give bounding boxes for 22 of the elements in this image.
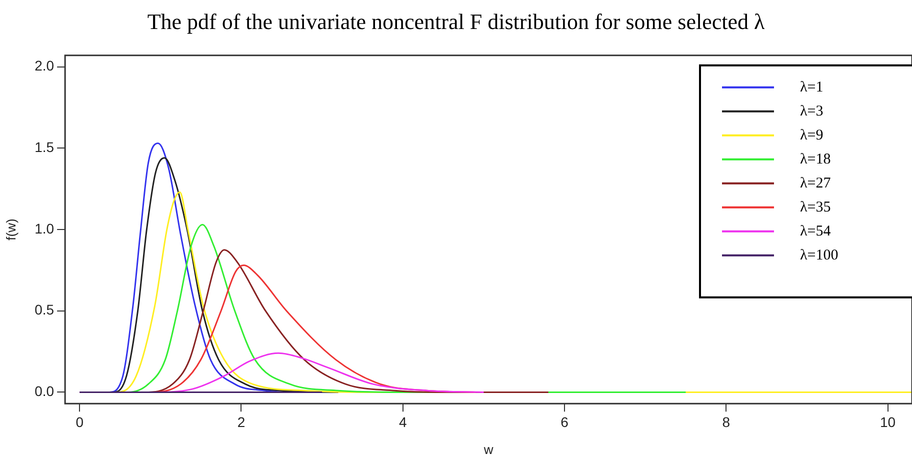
x-tick-label: 4	[398, 414, 407, 430]
x-tick-label: 8	[722, 414, 730, 430]
x-tick-label: 6	[560, 414, 569, 430]
legend-label: λ=35	[800, 199, 831, 216]
legend-label: λ=18	[800, 151, 831, 168]
x-tick-label: 2	[237, 414, 246, 430]
y-tick-label: 1.0	[34, 220, 54, 236]
x-tick-label: 10	[880, 414, 896, 430]
legend-label: λ=1	[800, 79, 824, 96]
y-tick-label: 0.5	[34, 302, 54, 318]
x-axis-title: w	[482, 442, 494, 457]
y-axis-title: f(w)	[3, 218, 18, 240]
legend-label: λ=9	[800, 127, 824, 144]
y-tick-label: 2.0	[34, 58, 54, 74]
legend-label: λ=100	[800, 247, 838, 264]
x-tick-label: 0	[76, 414, 84, 430]
chart-title: The pdf of the univariate noncentral F distribution for some selected λ	[146, 8, 766, 36]
legend-label: λ=3	[800, 103, 824, 120]
legend-label: λ=54	[800, 223, 832, 240]
legend-label: λ=27	[800, 175, 832, 192]
y-tick-label: 1.5	[34, 139, 54, 156]
y-tick-label: 0.0	[34, 383, 54, 400]
